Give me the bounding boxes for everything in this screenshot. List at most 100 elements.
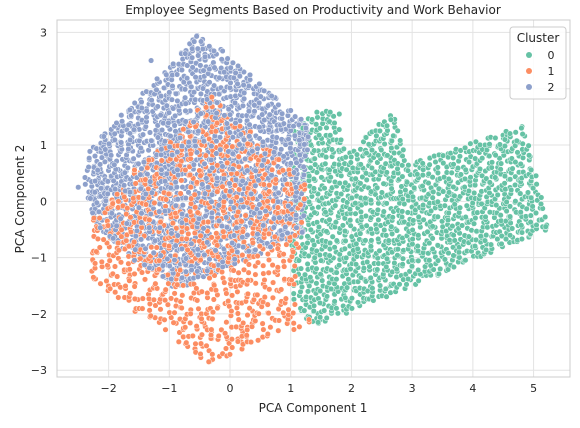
cluster-1-point (112, 289, 119, 296)
cluster-1-point (131, 219, 138, 226)
cluster-1-point (125, 253, 132, 260)
cluster-2-point (221, 193, 228, 200)
cluster-2-point (287, 145, 294, 152)
cluster-1-point (244, 277, 251, 284)
cluster-2-point (292, 184, 300, 191)
cluster-1-point (235, 163, 242, 170)
cluster-0-point (391, 149, 398, 157)
cluster-2-point (254, 231, 261, 238)
cluster-0-point (319, 277, 326, 284)
cluster-0-point (483, 232, 490, 239)
cluster-1-point (264, 198, 271, 205)
cluster-1-point (228, 247, 236, 254)
cluster-2-point (193, 149, 200, 156)
cluster-1-point (145, 295, 153, 302)
cluster-0-point (429, 223, 436, 230)
cluster-1-point (177, 267, 184, 274)
cluster-2-point (102, 197, 109, 204)
cluster-2-point (163, 71, 170, 78)
cluster-2-point (189, 45, 196, 52)
cluster-2-point (182, 100, 189, 107)
cluster-2-point (201, 53, 209, 60)
cluster-0-point (374, 206, 381, 213)
cluster-1-point (228, 308, 235, 315)
cluster-2-point (199, 181, 206, 188)
cluster-1-point (260, 181, 267, 188)
cluster-2-point (190, 118, 197, 125)
cluster-2-point (142, 190, 149, 198)
cluster-2-point (156, 208, 163, 215)
cluster-0-point (461, 184, 468, 191)
cluster-0-point (340, 145, 347, 152)
cluster-2-point (231, 99, 239, 106)
cluster-1-point (165, 243, 173, 250)
cluster-0-point (503, 208, 510, 215)
cluster-0-point (381, 140, 388, 148)
cluster-2-point (182, 107, 189, 114)
cluster-2-point (169, 83, 176, 90)
cluster-0-point (376, 127, 383, 134)
cluster-0-point (389, 230, 396, 237)
cluster-2-point (301, 141, 308, 148)
cluster-0-point (301, 307, 308, 314)
cluster-0-point (309, 116, 316, 123)
cluster-0-point (448, 169, 455, 176)
cluster-0-point (426, 257, 433, 264)
cluster-2-point (231, 256, 238, 263)
cluster-2-point (164, 255, 171, 262)
cluster-2-point (237, 131, 244, 138)
cluster-1-point (265, 269, 272, 276)
cluster-0-point (352, 261, 360, 268)
cluster-2-point (199, 45, 206, 53)
cluster-2-point (125, 121, 132, 128)
cluster-0-point (435, 185, 442, 192)
cluster-2-point (227, 79, 234, 86)
cluster-2-point (128, 112, 135, 119)
cluster-1-point (195, 305, 202, 312)
cluster-2-point (102, 146, 109, 153)
cluster-0-point (336, 180, 343, 187)
cluster-1-point (118, 226, 125, 233)
cluster-1-point (126, 266, 133, 273)
cluster-0-point (390, 132, 397, 139)
cluster-2-point (267, 243, 274, 250)
cluster-1-point (170, 319, 177, 326)
cluster-2-point (162, 178, 169, 185)
cluster-1-point (285, 306, 292, 313)
cluster-0-point (313, 247, 320, 255)
cluster-0-point (396, 281, 403, 288)
cluster-0-point (426, 240, 433, 247)
cluster-1-point (131, 238, 138, 246)
cluster-0-point (437, 265, 444, 272)
cluster-2-point (139, 131, 147, 138)
cluster-0-point (353, 151, 361, 158)
cluster-0-point (518, 125, 525, 132)
cluster-1-point (244, 312, 251, 319)
cluster-2-point (166, 262, 173, 270)
cluster-0-point (352, 175, 359, 182)
cluster-2-point (217, 146, 224, 153)
cluster-2-point (231, 232, 238, 239)
cluster-0-point (451, 201, 458, 208)
cluster-1-point (165, 190, 172, 197)
cluster-2-point (296, 151, 303, 159)
cluster-0-point (367, 274, 374, 281)
cluster-0-point (310, 185, 317, 192)
cluster-2-point (280, 153, 287, 160)
cluster-0-point (525, 142, 532, 149)
chart-title: Employee Segments Based on Productivity … (125, 3, 501, 17)
cluster-1-point (206, 275, 213, 282)
cluster-0-point (367, 197, 374, 204)
cluster-2-point (305, 133, 312, 140)
cluster-2-point (226, 180, 233, 187)
cluster-0-point (307, 226, 314, 233)
cluster-2-point (104, 190, 111, 197)
cluster-0-point (339, 222, 346, 229)
cluster-2-point (132, 233, 139, 240)
cluster-0-point (434, 242, 441, 249)
cluster-0-point (457, 171, 464, 178)
cluster-2-point (138, 165, 145, 172)
cluster-2-point (224, 55, 231, 62)
cluster-2-point (257, 93, 264, 100)
cluster-1-point (177, 298, 184, 305)
